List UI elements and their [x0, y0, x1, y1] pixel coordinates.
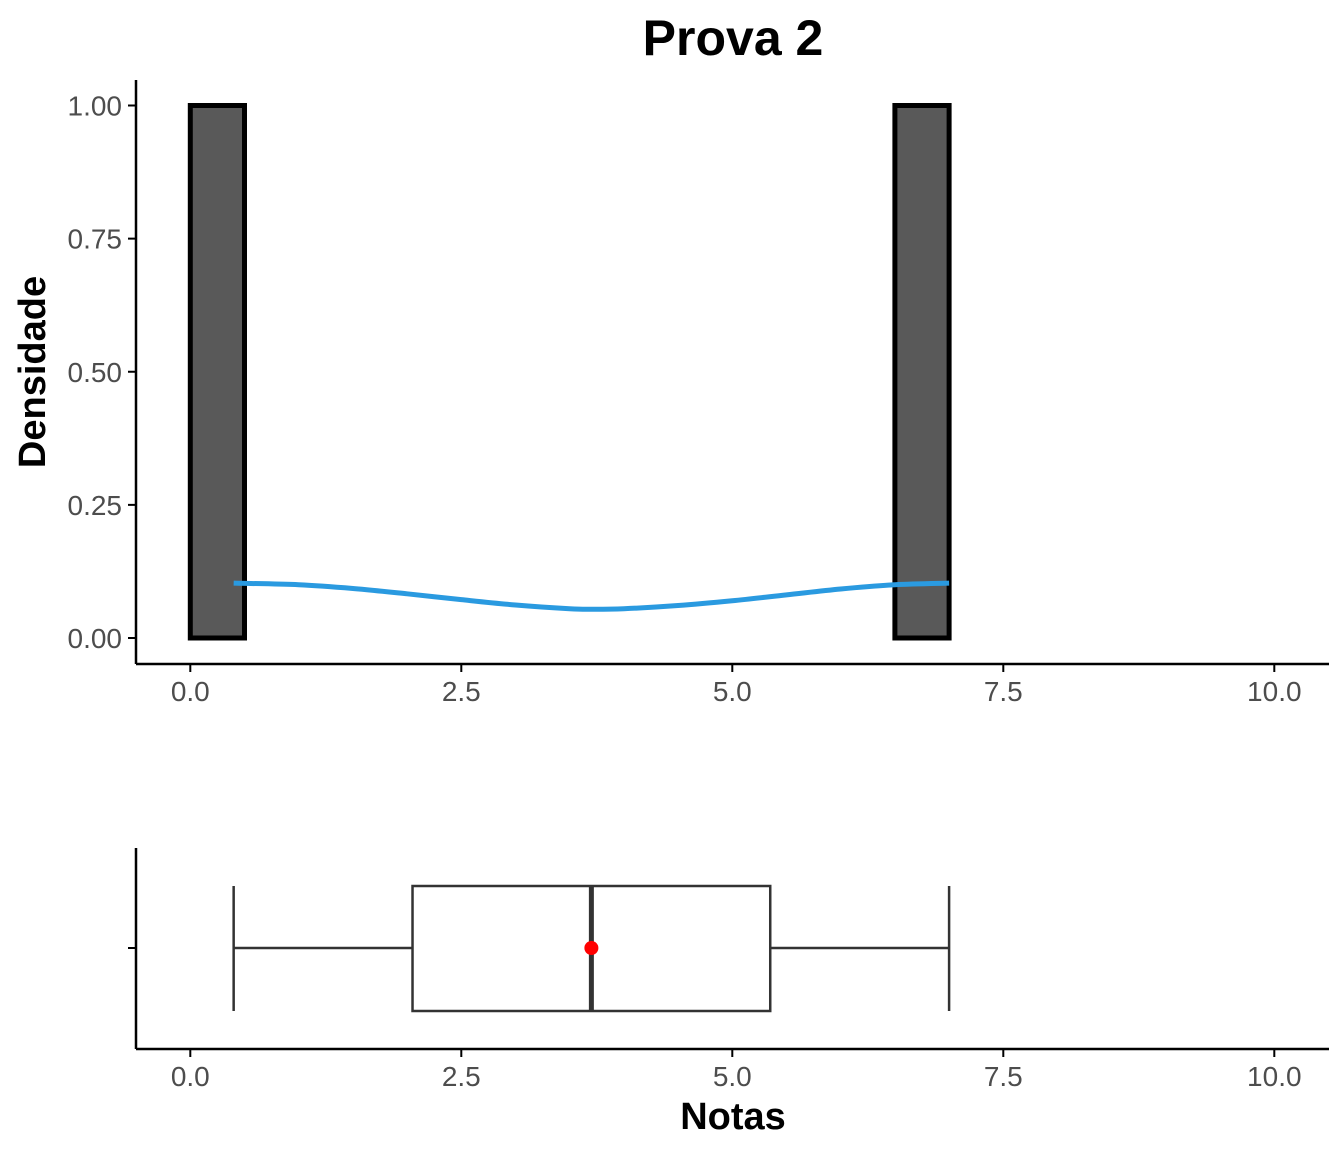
x-tick-label: 0.0	[171, 676, 210, 707]
chart-title: Prova 2	[643, 10, 824, 66]
y-tick-label: 0.50	[68, 357, 123, 388]
y-tick-label: 1.00	[68, 91, 123, 122]
boxplot-x-tick-label: 2.5	[442, 1061, 481, 1092]
y-tick-label: 0.25	[68, 490, 123, 521]
x-axis-title: Notas	[680, 1096, 786, 1138]
boxplot-x-tick-label: 7.5	[984, 1061, 1023, 1092]
x-tick-label: 2.5	[442, 676, 481, 707]
histogram-bars	[187, 103, 952, 641]
y-axis-title: Densidade	[12, 276, 54, 468]
x-tick-label: 7.5	[984, 676, 1023, 707]
y-axis-ticks: 0.00 0.25 0.50 0.75 1.00	[68, 91, 136, 654]
histogram-panel: 0.00 0.25 0.50 0.75 1.00 0.0 2.5 5.0 7.5 10.0 De…	[12, 80, 1329, 707]
boxplot	[232, 884, 951, 1013]
x-tick-label: 5.0	[713, 676, 752, 707]
boxplot-x-tick-label: 0.0	[171, 1061, 210, 1092]
x-axis-ticks: 0.0 2.5 5.0 7.5 10.0	[171, 664, 1302, 707]
y-tick-label: 0.00	[68, 623, 123, 654]
boxplot-x-tick-label: 5.0	[713, 1061, 752, 1092]
y-tick-label: 0.75	[68, 224, 123, 255]
mean-point	[584, 941, 599, 955]
histogram-bar	[187, 103, 248, 641]
boxplot-panel: 0.0 2.5 5.0 7.5 10.0 Notas	[128, 848, 1329, 1138]
density-curve	[233, 580, 950, 612]
x-tick-label: 10.0	[1247, 676, 1302, 707]
boxplot-x-axis-ticks: 0.0 2.5 5.0 7.5 10.0	[171, 1049, 1302, 1092]
histogram-bar	[892, 103, 952, 641]
boxplot-x-tick-label: 10.0	[1247, 1061, 1302, 1092]
